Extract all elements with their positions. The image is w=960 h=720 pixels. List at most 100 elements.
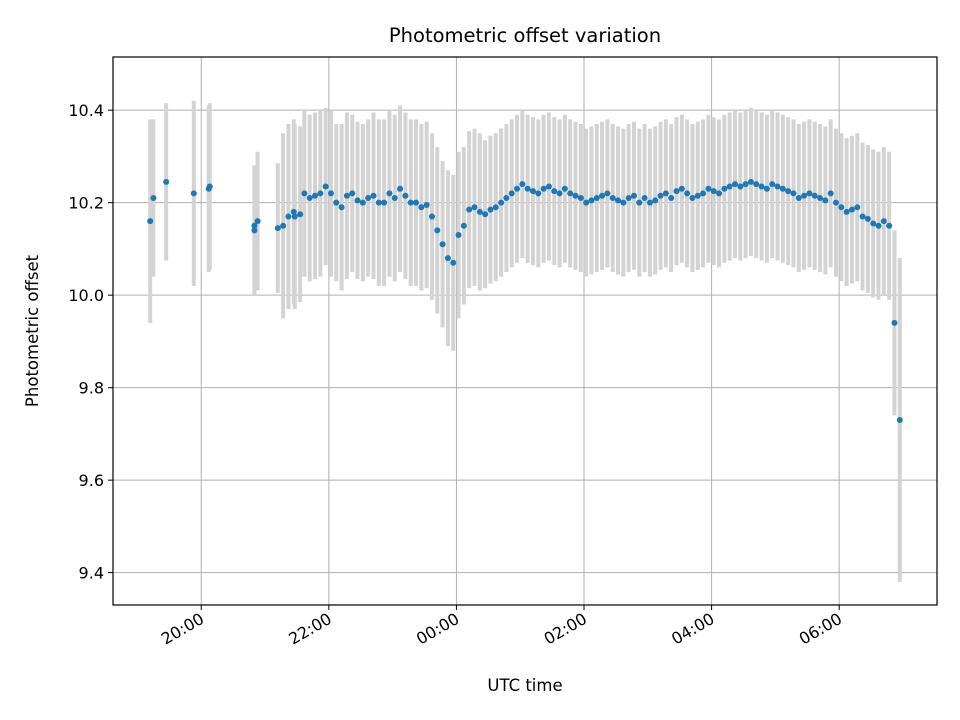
data-point <box>615 197 622 204</box>
data-point <box>896 417 903 424</box>
data-point <box>375 199 382 206</box>
data-point <box>700 190 707 197</box>
data-point <box>423 201 430 208</box>
data-point <box>864 215 871 222</box>
data-point <box>561 185 568 192</box>
data-point <box>795 195 802 202</box>
data-point <box>460 222 467 229</box>
data-point <box>726 183 733 190</box>
data-point <box>498 199 505 206</box>
data-point <box>254 218 261 225</box>
data-point <box>333 199 340 206</box>
data-point <box>790 190 797 197</box>
data-point <box>529 188 536 195</box>
data-point <box>668 195 675 202</box>
data-point <box>870 220 877 227</box>
data-point <box>721 185 728 192</box>
data-point <box>838 204 845 211</box>
data-point <box>652 197 659 204</box>
data-point <box>875 222 882 229</box>
data-point <box>572 192 579 199</box>
data-point <box>312 192 319 199</box>
data-point <box>774 183 781 190</box>
data-point <box>327 190 334 197</box>
data-point <box>338 204 345 211</box>
grid <box>113 57 937 605</box>
data-point <box>508 190 515 197</box>
data-point <box>822 197 829 204</box>
y-tick-label: 9.4 <box>79 564 104 583</box>
plot-frame <box>112 56 938 606</box>
data-point <box>641 195 648 202</box>
data-point <box>476 208 483 215</box>
y-axis: 9.4 9.6 9.8 10.0 10.2 10.4 <box>68 101 113 583</box>
data-point <box>583 199 590 206</box>
x-axis-label: UTC time <box>487 676 562 695</box>
data-point <box>567 190 574 197</box>
data-point <box>758 183 765 190</box>
data-point <box>163 178 170 185</box>
y-tick-label: 10.2 <box>68 194 104 213</box>
data-point <box>381 199 388 206</box>
data-point <box>785 188 792 195</box>
data-point <box>657 192 664 199</box>
data-point <box>251 227 258 234</box>
data-point <box>705 185 712 192</box>
data-point <box>684 190 691 197</box>
data-point <box>450 259 457 266</box>
data-point <box>317 190 324 197</box>
data-point <box>301 190 308 197</box>
y-tick-label: 10.4 <box>68 101 104 120</box>
data-point <box>365 195 372 202</box>
data-point <box>811 192 818 199</box>
data-point <box>689 195 696 202</box>
data-point <box>418 204 425 211</box>
data-point <box>716 190 723 197</box>
data-point <box>397 185 404 192</box>
data-point <box>827 190 834 197</box>
data-point <box>386 190 393 197</box>
data-point <box>625 195 632 202</box>
data-point <box>343 192 350 199</box>
data-point <box>428 213 435 220</box>
data-point <box>710 188 717 195</box>
data-point <box>593 195 600 202</box>
data-point <box>492 204 499 211</box>
data-point <box>466 206 473 213</box>
data-point <box>854 204 861 211</box>
data-point <box>407 199 414 206</box>
data-point <box>620 199 627 206</box>
data-point <box>630 192 637 199</box>
data-point <box>779 185 786 192</box>
data-point <box>290 208 297 215</box>
data-point <box>609 195 616 202</box>
data-point <box>487 206 494 213</box>
data-point <box>859 213 866 220</box>
data-point <box>646 199 653 206</box>
data-points <box>147 178 903 424</box>
data-point <box>150 195 157 202</box>
data-point <box>545 183 552 190</box>
data-point <box>206 183 213 190</box>
data-point <box>391 195 398 202</box>
data-point <box>322 183 329 190</box>
data-point <box>471 204 478 211</box>
data-point <box>599 192 606 199</box>
data-point <box>769 181 776 188</box>
data-point <box>519 181 526 188</box>
data-point <box>413 199 420 206</box>
data-point <box>251 222 258 229</box>
data-point <box>280 222 287 229</box>
data-point <box>524 185 531 192</box>
y-tick-label: 9.6 <box>79 471 104 490</box>
data-point <box>886 222 893 229</box>
data-point <box>535 190 542 197</box>
y-axis-label: Photometric offset <box>23 254 42 407</box>
data-point <box>662 190 669 197</box>
data-point <box>306 195 313 202</box>
data-point <box>514 185 521 192</box>
data-point <box>737 183 744 190</box>
data-point <box>848 206 855 213</box>
data-point <box>291 213 298 220</box>
